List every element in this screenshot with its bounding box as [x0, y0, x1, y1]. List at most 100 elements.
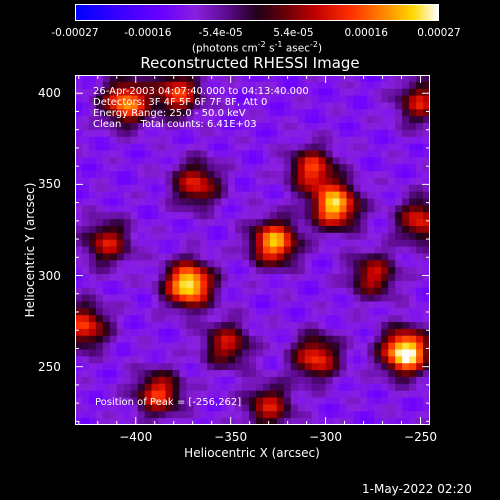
heatmap-cell [158, 267, 167, 275]
heatmap-cell [116, 397, 125, 406]
heatmap-cell [144, 308, 153, 316]
heatmap-cell [381, 349, 389, 357]
heatmap-cell [423, 246, 430, 255]
heatmap-cell [276, 246, 285, 255]
heatmap-cell [81, 191, 90, 200]
heatmap-cell [276, 81, 285, 90]
heatmap-cell [242, 75, 250, 83]
heatmap-cell [144, 177, 153, 186]
heatmap-cell [262, 198, 271, 206]
heatmap-cell [409, 205, 417, 213]
heatmap-cell [283, 177, 292, 186]
heatmap-cell [102, 95, 111, 104]
heatmap-cell [165, 280, 174, 289]
heatmap-cell [395, 383, 403, 392]
heatmap-cell [409, 335, 417, 344]
heatmap-cell [297, 191, 306, 200]
heatmap-cell [172, 315, 181, 323]
heatmap-cell [339, 370, 348, 378]
heatmap-cell [339, 418, 348, 425]
heatmap-cell [339, 157, 348, 165]
heatmap-cell [402, 177, 410, 186]
heatmap-cell [144, 75, 153, 83]
heatmap-cell [276, 239, 285, 248]
heatmap-cell [346, 294, 355, 303]
heatmap-cell [214, 363, 222, 371]
heatmap-cell [179, 171, 187, 179]
heatmap-cell [200, 342, 208, 351]
heatmap-cell [123, 157, 132, 165]
heatmap-cell [381, 328, 389, 337]
heatmap-cell [297, 239, 306, 248]
heatmap-cell [269, 184, 278, 193]
heatmap-cell [102, 75, 111, 83]
heatmap-cell [95, 123, 104, 131]
heatmap-cell [374, 136, 382, 145]
heatmap-cell [130, 95, 139, 104]
heatmap-cell [416, 301, 424, 309]
heatmap-cell [381, 301, 389, 309]
heatmap-cell [339, 205, 348, 213]
heatmap-cell [395, 287, 403, 296]
heatmap-cell [165, 287, 174, 296]
heatmap-cell [179, 123, 187, 131]
heatmap-cell [249, 294, 257, 303]
heatmap-cell [186, 356, 194, 364]
heatmap-cell [346, 219, 355, 227]
heatmap-cell [242, 164, 250, 172]
heatmap-cell [346, 205, 355, 213]
heatmap-cell [346, 246, 355, 255]
heatmap-cell [409, 157, 417, 165]
heatmap-cell [325, 301, 334, 309]
heatmap-cell [151, 219, 160, 227]
heatmap-cell [172, 328, 181, 337]
heatmap-cell [179, 342, 187, 351]
heatmap-cell [297, 356, 306, 364]
heatmap-cell [221, 143, 229, 152]
x-axis-label: Heliocentric X (arcsec) [184, 446, 320, 460]
heatmap-cell [102, 212, 111, 220]
heatmap-cell [262, 287, 271, 296]
heatmap-cell [88, 75, 97, 83]
heatmap-cell [381, 129, 389, 138]
heatmap-cell [95, 75, 104, 83]
heatmap-cell [304, 404, 313, 412]
heatmap-cell [179, 267, 187, 275]
y-tick-label: 350 [38, 177, 61, 192]
heatmap-cell [388, 335, 396, 344]
heatmap-cell [255, 370, 264, 378]
heatmap-cell [346, 328, 355, 337]
heatmap-cell [325, 397, 334, 406]
heatmap-cell [179, 322, 187, 330]
heatmap-cell [367, 335, 375, 344]
heatmap-cell [214, 129, 222, 138]
heatmap-cell [200, 191, 208, 200]
heatmap-cell [395, 274, 403, 282]
heatmap-cell [325, 342, 334, 351]
heatmap-cell [339, 287, 348, 296]
heatmap-cell [353, 239, 361, 248]
heatmap-cell [130, 81, 139, 90]
heatmap-cell [228, 171, 236, 179]
heatmap-cell [388, 129, 396, 138]
heatmap-cell [109, 171, 118, 179]
heatmap-cell [381, 212, 389, 220]
heatmap-cell [172, 294, 181, 303]
heatmap-cell [75, 280, 83, 289]
heatmap-cell [88, 184, 97, 193]
heatmap-cell [186, 205, 194, 213]
heatmap-cell [158, 88, 167, 97]
heatmap-cell [249, 102, 257, 110]
heatmap-cell [304, 349, 313, 357]
heatmap-cell [318, 184, 327, 193]
heatmap-cell [325, 390, 334, 399]
heatmap-cell [130, 75, 139, 83]
heatmap-cell [353, 376, 361, 385]
heatmap-cell [200, 418, 208, 425]
heatmap-cell [367, 116, 375, 124]
heatmap-cell [416, 191, 424, 200]
heatmap-cell [242, 246, 250, 255]
heatmap-cell [402, 267, 410, 275]
heatmap-cell [388, 157, 396, 165]
heatmap-cell [221, 81, 229, 90]
